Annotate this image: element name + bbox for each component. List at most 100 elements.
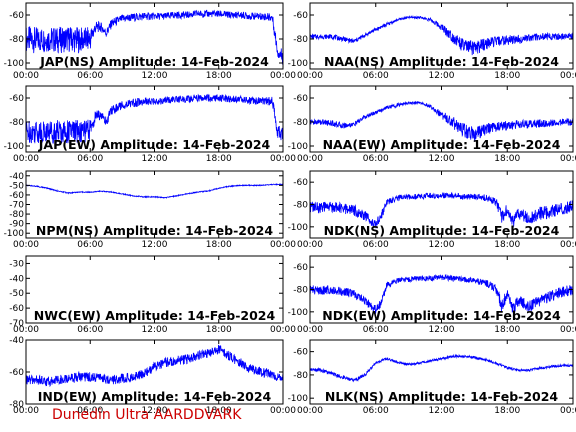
x-tick-label: 00:00 [270, 325, 296, 335]
x-tick-label: 06:00 [363, 406, 389, 416]
x-tick-label: 00:00 [13, 406, 39, 416]
chart-panel: -60 -80 -100 00:00 06:00 12:00 18:00 00:00 JAP(E… [4, 85, 296, 164]
y-tick-label: -60 [293, 178, 308, 188]
y-tick-label: -80 [9, 35, 24, 45]
y-tick-label: -60 [293, 94, 308, 104]
chart-panel: -60-80-10000:0006:0012:0018:0000:00NAA(E… [288, 85, 576, 164]
series-line [26, 93, 283, 144]
y-tick-label: -60 [293, 263, 308, 273]
x-tick-label: 12:00 [142, 406, 168, 416]
y-tick-label: -60 [9, 368, 24, 378]
y-tick-label: -40 [9, 274, 24, 284]
chart-title: JAP(EW) Amplitude: 14-Feb-2024 [38, 137, 271, 152]
y-tick-label: -80 [9, 400, 24, 410]
chart-title: NPM(NS) Amplitude: 14-Feb-2024 [36, 223, 273, 238]
x-tick-label: 00:00 [270, 406, 296, 416]
y-tick-label: -100 [288, 142, 309, 152]
y-tick-label: -60 [293, 348, 308, 358]
series-line [310, 273, 573, 314]
x-tick-label: 00:00 [560, 325, 576, 335]
y-tick-label: -100 [288, 59, 309, 69]
y-tick-label: -50 [9, 181, 24, 191]
chart-title: NDK(NS) Amplitude: 14-Feb-2024 [324, 223, 560, 238]
x-tick-label: 00:00 [13, 71, 39, 81]
series-line [310, 353, 573, 383]
chart-title: NWC(EW) Amplitude: 14-Feb-2024 [34, 308, 276, 323]
y-tick-label: -100 [4, 229, 25, 239]
x-tick-label: 12:00 [429, 71, 455, 81]
chart-panel: -60 -80 -100 00:00 06:00 12:00 18:00 00:00JAP(N… [4, 2, 296, 81]
x-tick-label: 00:00 [270, 154, 296, 164]
x-tick-label: 18:00 [206, 240, 232, 250]
x-tick-label: 18:00 [206, 71, 232, 81]
series-line [26, 182, 283, 199]
chart-title: IND(EW) Amplitude: 14-Feb-2024 [38, 389, 272, 404]
y-tick-label: -90 [9, 220, 24, 230]
x-tick-label: 06:00 [363, 240, 389, 250]
series-line [310, 15, 573, 56]
x-tick-label: 18:00 [494, 406, 520, 416]
x-tick-label: 00:00 [297, 240, 323, 250]
x-tick-label: 18:00 [494, 240, 520, 250]
x-tick-label: 00:00 [560, 406, 576, 416]
x-tick-label: 00:00 [297, 325, 323, 335]
y-tick-label: -100 [288, 223, 309, 233]
series-line [26, 344, 283, 388]
x-tick-label: 12:00 [429, 325, 455, 335]
x-tick-label: 00:00 [560, 240, 576, 250]
y-tick-label: -80 [293, 286, 308, 296]
chart-title: NAA(EW) Amplitude: 14-Feb-2024 [323, 137, 561, 152]
y-tick-label: -100 [288, 308, 309, 318]
x-tick-label: 06:00 [363, 71, 389, 81]
y-tick-label: -80 [293, 118, 308, 128]
x-tick-label: 06:00 [363, 325, 389, 335]
y-tick-label: -80 [9, 210, 24, 220]
x-tick-label: 12:00 [429, 406, 455, 416]
y-tick-label: -80 [9, 118, 24, 128]
chart-panel: -60 -80 -100 00:00 06:00 12:00 18:00 00:00 NDK(E… [288, 255, 576, 335]
y-tick-label: -80 [293, 371, 308, 381]
x-tick-label: 06:00 [363, 154, 389, 164]
chart-panel: -60 -80 -100 00:00 06:00 12:00 18:00 00:00NDK(N… [288, 170, 576, 250]
x-tick-label: 12:00 [429, 154, 455, 164]
x-tick-label: 12:00 [429, 240, 455, 250]
y-tick-label: -40 [9, 336, 24, 346]
chart-panel: -60 -80 -100 00:00 06:00 12:00 18:00 00:00NAA(N… [288, 2, 576, 81]
x-tick-label: 00:00 [297, 406, 323, 416]
x-tick-label: 00:00 [297, 154, 323, 164]
x-tick-label: 06:00 [77, 325, 103, 335]
y-tick-label: -50 [9, 289, 24, 299]
y-tick-label: -100 [4, 59, 25, 69]
x-tick-label: 12:00 [142, 325, 168, 335]
series-line [310, 100, 573, 141]
y-tick-label: -80 [293, 35, 308, 45]
x-tick-label: 12:00 [142, 154, 168, 164]
x-tick-label: 06:00 [77, 154, 103, 164]
x-tick-label: 06:00 [77, 71, 103, 81]
x-tick-label: 18:00 [206, 154, 232, 164]
x-tick-label: 00:00 [297, 71, 323, 81]
x-tick-label: 06:00 [77, 406, 103, 416]
y-tick-label: -70 [9, 319, 24, 329]
y-tick-label: -100 [4, 142, 25, 152]
x-tick-label: 18:00 [206, 406, 232, 416]
y-tick-label: -60 [9, 94, 24, 104]
y-tick-label: -70 [9, 201, 24, 211]
x-tick-label: 12:00 [142, 71, 168, 81]
series-line [26, 9, 283, 65]
y-tick-label: -60 [9, 11, 24, 21]
x-tick-label: 18:00 [494, 71, 520, 81]
x-tick-label: 00:00 [270, 240, 296, 250]
x-tick-label: 00:00 [560, 71, 576, 81]
chart-title: NLK(NS) Amplitude: 14-Feb-2024 [325, 389, 559, 404]
x-tick-label: 12:00 [142, 240, 168, 250]
y-tick-label: -60 [9, 191, 24, 201]
y-tick-label: -30 [9, 259, 24, 269]
y-tick-label: -60 [9, 304, 24, 314]
chart-title: NAA(NS) Amplitude: 14-Feb-2024 [324, 54, 559, 69]
y-tick-label: -100 [288, 394, 309, 404]
footer-text: Dunedin Ultra AARDDVARK [52, 407, 242, 423]
x-tick-label: 00:00 [13, 154, 39, 164]
